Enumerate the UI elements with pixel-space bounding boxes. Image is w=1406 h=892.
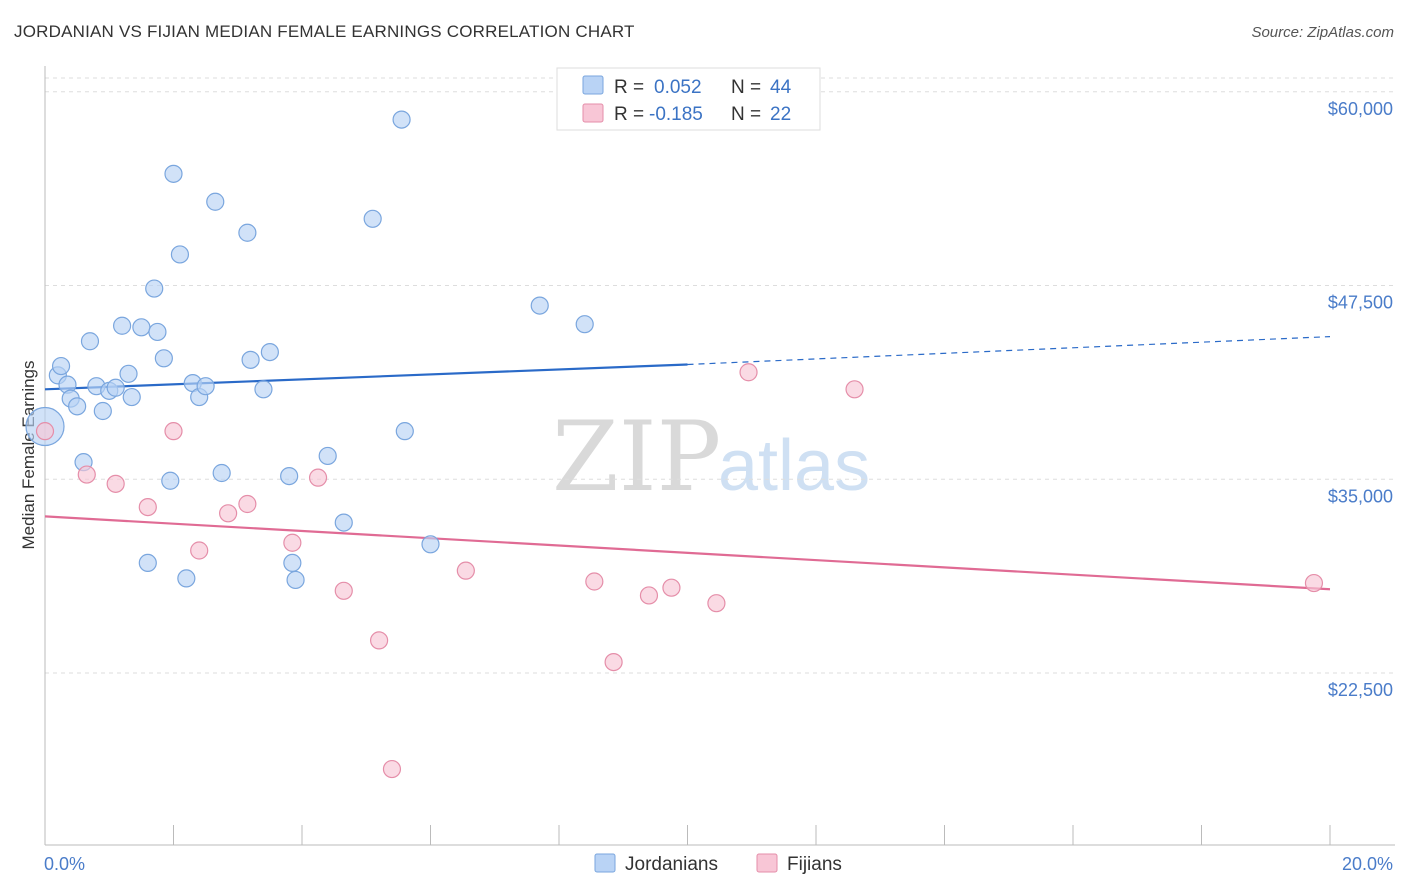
point-jordanian <box>286 570 305 590</box>
trend-line-jordanians <box>44 363 688 391</box>
legend-n-value-fijians: 22 <box>770 104 791 125</box>
y-tick-labels: $22,500 $35,000 $47,500 $60,000 <box>1328 99 1393 700</box>
point-fijian <box>106 474 125 493</box>
point-jordanian <box>112 316 132 335</box>
legend-r-value-fijians: -0.185 <box>649 104 703 125</box>
point-jordanian <box>138 553 157 573</box>
x-tick-label: 0.0% <box>44 854 85 874</box>
point-jordanian <box>260 343 279 362</box>
point-fijian <box>382 759 402 779</box>
watermark-zip: ZIP <box>552 401 721 513</box>
point-jordanian <box>392 110 411 129</box>
point-jordanian <box>334 513 353 532</box>
point-jordanian <box>148 322 167 342</box>
point-fijian <box>456 561 475 580</box>
point-jordanian <box>241 350 260 369</box>
point-jordanian <box>51 356 71 376</box>
point-jordanian <box>68 397 87 416</box>
point-jordanian <box>206 192 225 211</box>
point-jordanian <box>154 349 173 368</box>
point-jordanian <box>280 467 299 486</box>
series-legend-swatch-fijians <box>756 853 778 873</box>
point-fijian <box>585 572 604 591</box>
point-jordanian <box>177 569 196 588</box>
point-jordanian <box>119 364 138 383</box>
point-fijian <box>77 465 96 484</box>
series-legend-label-jordanians: Jordanians <box>625 854 718 875</box>
point-fijian <box>662 578 681 597</box>
y-axis-label: Median Female Earnings <box>19 361 38 550</box>
series-legend-label-fijians: Fijians <box>787 854 842 875</box>
series-legend: Jordanians Fijians <box>594 853 842 875</box>
legend-swatch-fijians <box>582 103 604 123</box>
trend-line-fijians <box>44 515 1331 591</box>
point-jordanian <box>212 463 231 483</box>
point-fijian <box>370 631 389 650</box>
legend-n-label-jordanians: N = <box>731 77 761 98</box>
point-fijian <box>639 586 659 605</box>
point-jordanian <box>80 332 100 351</box>
point-jordanian <box>318 446 337 466</box>
legend-n-value-jordanians: 44 <box>770 77 792 98</box>
legend-n-label-fijians: N = <box>731 104 761 125</box>
point-jordanian <box>161 471 180 490</box>
point-fijian <box>707 594 726 613</box>
point-fijian <box>238 494 257 514</box>
source-credit: Source: ZipAtlas.com <box>1251 24 1394 41</box>
point-jordanian <box>122 387 141 407</box>
point-fijian <box>334 581 353 600</box>
point-jordanian <box>93 401 112 421</box>
chart-title: JORDANIAN VS FIJIAN MEDIAN FEMALE EARNIN… <box>14 22 635 41</box>
point-fijian <box>138 498 157 517</box>
point-jordanian <box>132 318 151 337</box>
legend-swatch-jordanians <box>582 75 604 95</box>
y-tick-label: $35,000 <box>1328 486 1393 506</box>
point-fijian <box>604 652 623 672</box>
watermark-atlas: atlas <box>718 426 870 506</box>
scatter-points <box>25 110 1324 779</box>
y-tick-label: $47,500 <box>1328 293 1393 313</box>
y-tick-label: $22,500 <box>1328 680 1393 700</box>
point-jordanian <box>530 296 549 315</box>
axes <box>44 66 1395 846</box>
point-jordanian <box>164 164 183 183</box>
x-tick-labels: 0.0% 20.0% <box>44 854 1393 874</box>
point-jordanian <box>196 377 215 396</box>
point-jordanian <box>106 378 125 397</box>
point-fijian <box>35 422 55 441</box>
point-fijian <box>283 533 302 552</box>
gridlines <box>45 77 1395 674</box>
trend-line-jordanians-extension <box>687 336 1331 366</box>
legend-r-label-jordanians: R = <box>614 77 644 98</box>
point-fijian <box>164 422 183 441</box>
legend-r-label-fijians: R = <box>614 104 644 125</box>
point-fijian <box>190 541 209 560</box>
point-fijian <box>219 504 238 523</box>
point-fijian <box>308 468 328 487</box>
point-fijian <box>739 363 758 382</box>
x-tick-label: 20.0% <box>1342 854 1393 874</box>
trend-lines <box>44 336 1331 591</box>
point-jordanian <box>421 535 440 554</box>
point-jordanian <box>363 209 382 228</box>
legend-r-value-jordanians: 0.052 <box>654 77 702 98</box>
stats-legend: R = 0.052 N = 44 R = -0.185 N = 22 <box>556 67 821 131</box>
y-tick-label: $60,000 <box>1328 99 1393 119</box>
point-jordanian <box>238 223 257 242</box>
point-fijian <box>1304 573 1324 593</box>
point-jordanian <box>145 279 164 298</box>
point-jordanian <box>254 380 273 399</box>
point-jordanian <box>170 245 190 264</box>
series-legend-swatch-jordanians <box>594 853 616 873</box>
point-jordanian <box>283 553 302 573</box>
point-jordanian <box>575 315 594 334</box>
point-fijian <box>845 380 864 399</box>
point-jordanian <box>395 422 414 441</box>
watermark: ZIP atlas <box>552 401 870 513</box>
